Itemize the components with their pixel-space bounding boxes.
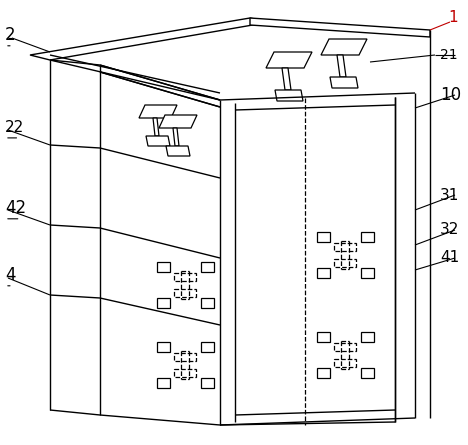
Polygon shape [173, 128, 179, 146]
Polygon shape [153, 118, 159, 136]
Bar [174, 273, 196, 281]
Polygon shape [250, 18, 430, 37]
Text: 21: 21 [440, 48, 458, 62]
Polygon shape [330, 77, 358, 88]
Bar [334, 259, 356, 267]
Text: 4: 4 [5, 266, 15, 284]
Bar [157, 298, 170, 308]
Bar [201, 342, 214, 352]
Text: 42: 42 [5, 199, 26, 217]
Polygon shape [146, 136, 170, 146]
Polygon shape [139, 105, 177, 118]
Polygon shape [337, 55, 346, 77]
Bar [201, 262, 214, 272]
Text: 2: 2 [5, 26, 15, 44]
Polygon shape [166, 146, 190, 156]
Polygon shape [266, 52, 312, 68]
Bar [361, 332, 374, 342]
Text: 1: 1 [448, 11, 458, 25]
Bar [334, 243, 356, 251]
Bar [361, 268, 374, 278]
Polygon shape [275, 90, 303, 101]
Bar [317, 368, 330, 378]
Bar [334, 359, 356, 367]
Text: 31: 31 [440, 187, 460, 202]
Text: 10: 10 [440, 86, 461, 104]
Bar [317, 232, 330, 242]
Polygon shape [159, 115, 197, 128]
Bar [361, 368, 374, 378]
Bar [157, 378, 170, 388]
Text: 22: 22 [5, 121, 24, 135]
Bar [201, 298, 214, 308]
Polygon shape [321, 39, 367, 55]
Polygon shape [282, 68, 291, 90]
Text: 32: 32 [440, 222, 460, 238]
Bar [317, 268, 330, 278]
Bar [157, 262, 170, 272]
Bar [174, 369, 196, 377]
Bar [174, 289, 196, 297]
Polygon shape [30, 18, 270, 60]
Bar [361, 232, 374, 242]
Text: 41: 41 [440, 251, 459, 266]
Bar [174, 353, 196, 361]
Bar [157, 342, 170, 352]
Bar [317, 332, 330, 342]
Bar [334, 343, 356, 351]
Bar [201, 378, 214, 388]
